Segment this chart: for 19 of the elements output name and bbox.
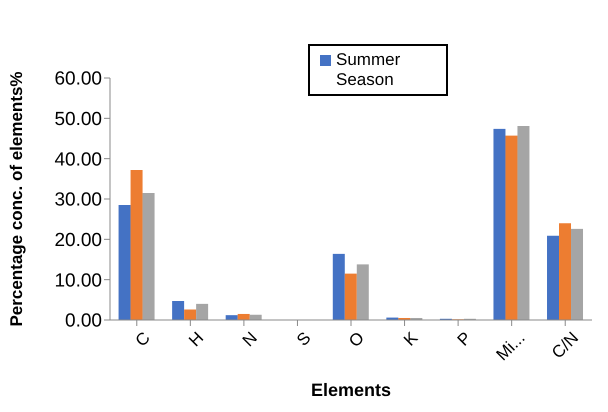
- y-tick-label: 60.00: [54, 68, 102, 90]
- x-tick-label: H: [185, 328, 208, 350]
- y-tick-label: 30.00: [54, 190, 102, 211]
- x-tick-label: C: [132, 328, 154, 350]
- y-tick-label: 50.00: [54, 109, 102, 130]
- x-tick-label: S: [292, 328, 314, 350]
- x-axis-title: Elements: [310, 380, 392, 400]
- x-tick-label: C/N: [548, 328, 582, 362]
- y-tick-label: 20.00: [54, 230, 102, 252]
- x-tick-label: N: [238, 328, 261, 350]
- legend-label: Summer Season: [336, 50, 402, 90]
- y-axis-title: Percentage conc. of elements%: [7, 71, 26, 327]
- x-tick-label: P: [454, 328, 476, 350]
- y-tick-label: 40.00: [54, 149, 102, 170]
- x-tick-label: Mi...: [492, 328, 529, 364]
- x-tick-label: K: [400, 328, 422, 350]
- y-tick-label: 10.00: [54, 270, 102, 292]
- y-tick-label: 0.00: [65, 310, 102, 332]
- x-tick-label: O: [345, 328, 368, 352]
